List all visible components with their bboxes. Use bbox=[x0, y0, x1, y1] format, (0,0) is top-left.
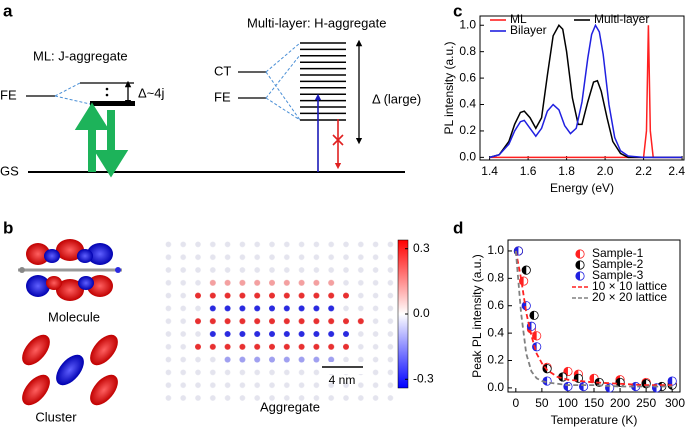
panel-label: b bbox=[3, 218, 13, 237]
marker-half bbox=[667, 376, 673, 386]
colorbar-tick-label: -0.3 bbox=[413, 371, 434, 385]
image-caption: Aggregate bbox=[260, 399, 320, 414]
data-point bbox=[667, 376, 677, 386]
marker-half bbox=[575, 260, 580, 270]
data-point bbox=[578, 381, 589, 392]
x-tick-label: 250 bbox=[636, 396, 656, 410]
panel-label: a bbox=[3, 1, 13, 20]
coupling bbox=[265, 42, 301, 121]
marker-half bbox=[522, 265, 527, 275]
legend-marker bbox=[575, 271, 585, 281]
diagram-title: Multi-layer: H-aggregate bbox=[247, 15, 386, 30]
panel-label: c bbox=[453, 1, 462, 20]
forbidden-cross bbox=[332, 134, 344, 146]
series-line bbox=[489, 23, 683, 159]
legend-label: Sample-3 bbox=[592, 268, 644, 282]
level-label: CT bbox=[214, 63, 231, 78]
x-tick-label: 2.2 bbox=[635, 164, 652, 178]
y-tick-label: 0.6 bbox=[459, 70, 476, 84]
y-tick-label: 1.0 bbox=[487, 243, 504, 257]
y-tick-label: 0.4 bbox=[487, 325, 504, 339]
y-axis-label: PL intensity (a.u.) bbox=[442, 42, 456, 135]
marker-half bbox=[589, 374, 594, 383]
data-point bbox=[529, 310, 539, 320]
splitting-label: Δ~4j bbox=[138, 85, 165, 100]
marker-half bbox=[579, 382, 584, 391]
x-tick-label: 2.4 bbox=[668, 164, 685, 178]
data-point bbox=[532, 331, 542, 341]
x-axis-label: Temperature (K) bbox=[551, 413, 638, 427]
series-line bbox=[514, 250, 673, 387]
emission-arrow bbox=[93, 110, 129, 178]
image-caption: Cluster bbox=[35, 409, 77, 424]
image-caption: Molecule bbox=[48, 309, 100, 324]
y-tick-label: 0.2 bbox=[487, 353, 504, 367]
coupling bbox=[54, 95, 91, 105]
level-label: GS bbox=[0, 163, 19, 178]
molecule-image bbox=[18, 239, 122, 301]
level-label: FE bbox=[214, 89, 231, 104]
legend-marker bbox=[575, 260, 585, 270]
colorbar-tick-label: 0.3 bbox=[413, 241, 430, 255]
x-tick-label: 1.6 bbox=[520, 164, 537, 178]
splitting-label: Δ (large) bbox=[372, 91, 421, 106]
legend-label: Multi-layer bbox=[594, 12, 649, 26]
plot-frame bbox=[479, 15, 685, 161]
dot bbox=[105, 87, 109, 91]
y-tick-label: 0.0 bbox=[459, 150, 476, 164]
y-tick-label: 0.6 bbox=[487, 298, 504, 312]
marker-half bbox=[563, 382, 568, 391]
data-point bbox=[521, 265, 531, 275]
y-tick-label: 0.4 bbox=[459, 97, 476, 111]
legend-label: Sample-1 bbox=[592, 246, 644, 260]
marker-half bbox=[529, 311, 535, 320]
legend-label: ML bbox=[510, 12, 527, 26]
series-line bbox=[489, 25, 683, 159]
x-tick-label: 1.8 bbox=[558, 164, 575, 178]
x-axis-label: Energy (eV) bbox=[550, 181, 614, 195]
y-tick-label: 1.0 bbox=[459, 17, 476, 31]
y-tick-label: 0.2 bbox=[459, 123, 476, 137]
legend-label: Bilayer bbox=[510, 23, 547, 37]
dot bbox=[105, 93, 109, 97]
x-tick-label: 1.4 bbox=[481, 164, 498, 178]
cluster-image bbox=[22, 334, 118, 406]
level bbox=[90, 101, 135, 106]
coupling bbox=[54, 82, 81, 97]
legend-marker bbox=[575, 249, 585, 259]
scale-bar-label: 4 nm bbox=[329, 373, 356, 387]
data-point bbox=[563, 381, 573, 392]
y-tick-label: 0.0 bbox=[487, 380, 504, 394]
marker-half bbox=[575, 249, 580, 259]
x-tick-label: 200 bbox=[610, 396, 630, 410]
x-tick-label: 300 bbox=[665, 396, 685, 410]
marker-half bbox=[575, 271, 580, 281]
marker-half bbox=[532, 331, 537, 341]
series-line bbox=[489, 23, 683, 159]
legend-label: Sample-2 bbox=[592, 257, 644, 271]
diagram-title: ML: J-aggregate bbox=[33, 48, 128, 63]
level-label: FE bbox=[0, 87, 17, 102]
band-levels bbox=[300, 42, 346, 121]
aggregate-map bbox=[161, 238, 398, 404]
x-tick-label: 150 bbox=[584, 396, 604, 410]
energy-diagram: GS ML: J-aggregate FE Δ~4j Multi-layer: … bbox=[0, 15, 421, 178]
legend-label: 20 × 20 lattice bbox=[592, 290, 667, 304]
x-tick-label: 100 bbox=[558, 396, 578, 410]
x-tick-label: 50 bbox=[535, 396, 549, 410]
colorbar-tick-label: 0.0 bbox=[413, 306, 430, 320]
data-point bbox=[615, 377, 625, 388]
y-axis-label: Peak PL intensity (a.u.) bbox=[470, 254, 484, 378]
panel-label: d bbox=[453, 218, 463, 237]
absorption-arrow bbox=[74, 102, 110, 172]
legend-label: 10 × 10 lattice bbox=[592, 279, 667, 293]
x-tick-label: 2.0 bbox=[597, 164, 614, 178]
y-tick-label: 0.8 bbox=[487, 271, 504, 285]
x-tick-label: 0 bbox=[512, 396, 519, 410]
y-tick-label: 0.8 bbox=[459, 44, 476, 58]
